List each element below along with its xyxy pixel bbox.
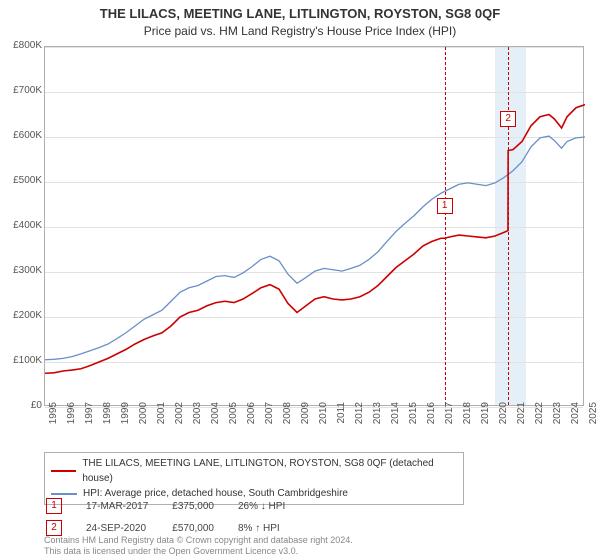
footer: Contains HM Land Registry data © Crown c… xyxy=(44,535,353,557)
title-block: THE LILACS, MEETING LANE, LITLINGTON, RO… xyxy=(0,0,600,38)
x-axis-label: 2015 xyxy=(408,402,419,442)
footer-line: This data is licensed under the Open Gov… xyxy=(44,546,353,557)
legend-label-pricepaid: THE LILACS, MEETING LANE, LITLINGTON, RO… xyxy=(82,456,457,486)
x-axis-label: 2020 xyxy=(498,402,509,442)
x-axis-label: 1998 xyxy=(102,402,113,442)
y-axis-label: £700K xyxy=(0,85,42,96)
trade-badge: 2 xyxy=(46,520,62,536)
x-axis-label: 2007 xyxy=(264,402,275,442)
x-axis-label: 2023 xyxy=(552,402,563,442)
trade-delta: 26% ↓ HPI xyxy=(238,496,307,516)
marker-badge: 1 xyxy=(437,198,453,214)
x-axis-label: 1996 xyxy=(66,402,77,442)
legend-swatch-pricepaid xyxy=(51,470,76,472)
x-axis-label: 2008 xyxy=(282,402,293,442)
y-axis-label: £800K xyxy=(0,40,42,51)
trades-table: 1 17-MAR-2017 £375,000 26% ↓ HPI 2 24-SE… xyxy=(44,494,309,540)
x-axis-label: 2004 xyxy=(210,402,221,442)
x-axis-label: 2001 xyxy=(156,402,167,442)
series-hpi xyxy=(45,136,585,360)
chart-subtitle: Price paid vs. HM Land Registry's House … xyxy=(0,24,600,38)
y-axis-label: £200K xyxy=(0,310,42,321)
legend-row: THE LILACS, MEETING LANE, LITLINGTON, RO… xyxy=(51,456,457,486)
y-axis-label: £100K xyxy=(0,355,42,366)
x-axis-label: 2010 xyxy=(318,402,329,442)
x-axis-label: 1999 xyxy=(120,402,131,442)
trade-price: £375,000 xyxy=(172,496,236,516)
trade-badge: 1 xyxy=(46,498,62,514)
x-axis-label: 2013 xyxy=(372,402,383,442)
marker-line xyxy=(508,47,509,405)
x-axis-label: 1997 xyxy=(84,402,95,442)
x-axis-label: 2011 xyxy=(336,402,347,442)
x-axis-label: 2025 xyxy=(588,402,599,442)
y-axis-label: £600K xyxy=(0,130,42,141)
chart-title: THE LILACS, MEETING LANE, LITLINGTON, RO… xyxy=(0,6,600,21)
x-axis-label: 2002 xyxy=(174,402,185,442)
y-axis-label: £400K xyxy=(0,220,42,231)
marker-badge: 2 xyxy=(500,111,516,127)
x-axis-label: 2019 xyxy=(480,402,491,442)
x-axis-label: 2022 xyxy=(534,402,545,442)
x-axis-label: 2012 xyxy=(354,402,365,442)
x-axis-label: 2000 xyxy=(138,402,149,442)
x-axis-label: 2003 xyxy=(192,402,203,442)
x-axis-label: 2014 xyxy=(390,402,401,442)
x-axis-label: 2021 xyxy=(516,402,527,442)
chart-svg xyxy=(45,47,585,407)
x-axis-label: 2018 xyxy=(462,402,473,442)
price-chart: 12 xyxy=(44,46,584,406)
x-axis-label: 1995 xyxy=(48,402,59,442)
x-axis-label: 2009 xyxy=(300,402,311,442)
marker-line xyxy=(445,47,446,405)
y-axis-label: £500K xyxy=(0,175,42,186)
x-axis-label: 2005 xyxy=(228,402,239,442)
y-axis-label: £300K xyxy=(0,265,42,276)
footer-line: Contains HM Land Registry data © Crown c… xyxy=(44,535,353,546)
trade-date: 17-MAR-2017 xyxy=(86,496,170,516)
x-axis-label: 2006 xyxy=(246,402,257,442)
y-axis-label: £0 xyxy=(0,400,42,411)
x-axis-label: 2017 xyxy=(444,402,455,442)
x-axis-label: 2024 xyxy=(570,402,581,442)
table-row: 1 17-MAR-2017 £375,000 26% ↓ HPI xyxy=(46,496,307,516)
x-axis-label: 2016 xyxy=(426,402,437,442)
